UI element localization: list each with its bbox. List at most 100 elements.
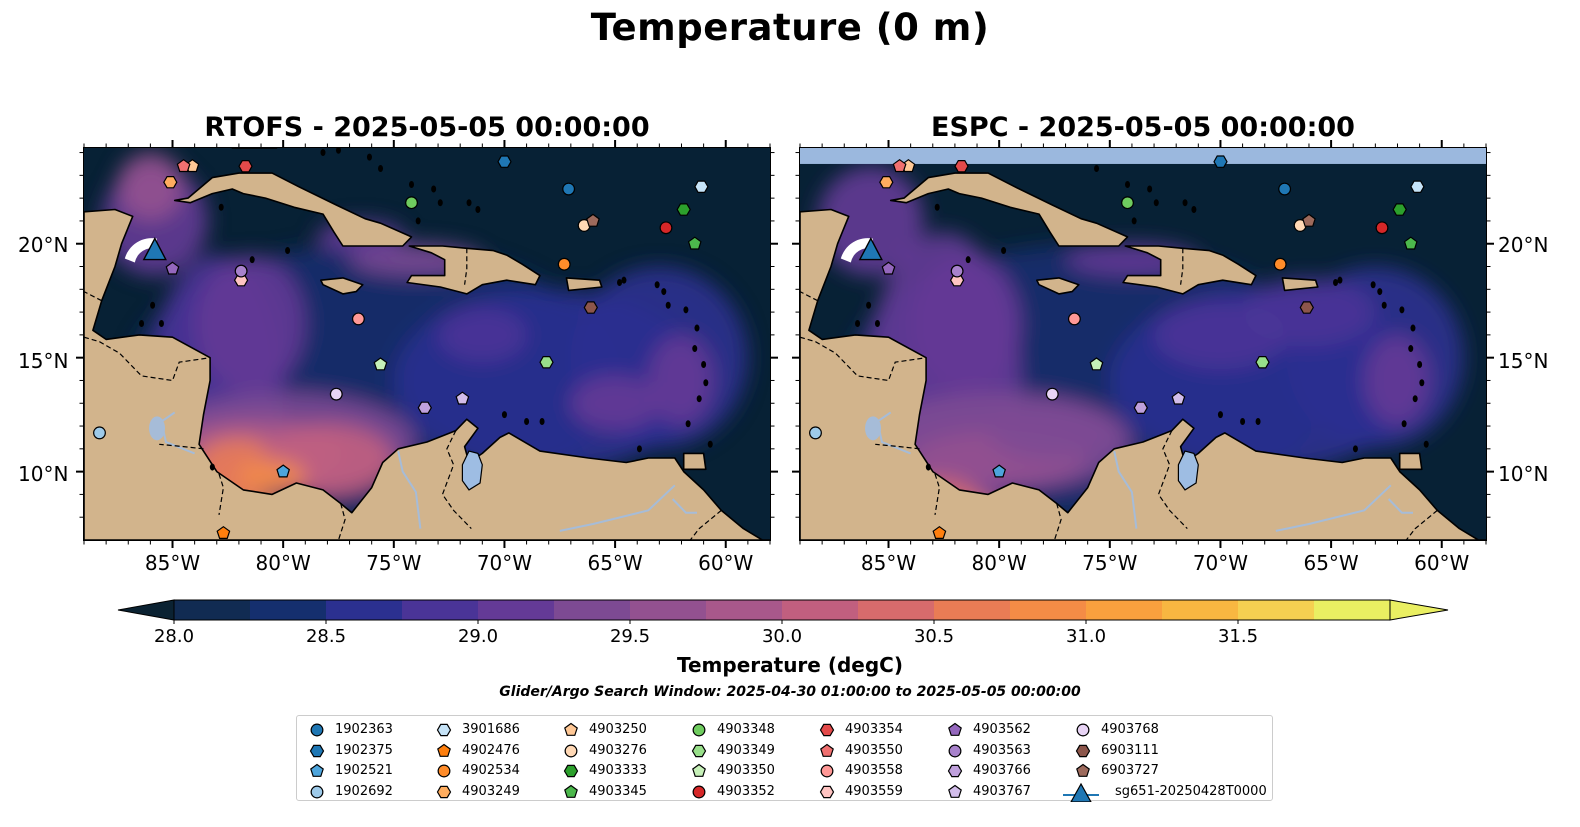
float-marker-4903349 — [1255, 356, 1270, 369]
x-tick-label: 65°W — [1303, 551, 1359, 575]
islet — [1240, 417, 1246, 425]
sst-patch — [438, 307, 527, 363]
legend-entry: 4903249 — [436, 781, 520, 802]
rtofs-map-svg — [84, 148, 770, 540]
glider-marker — [142, 237, 167, 261]
float-marker-4903767 — [1171, 391, 1186, 405]
islet — [1255, 417, 1261, 425]
colorbar-tick-label: 29.5 — [609, 626, 651, 647]
sst-patch — [238, 460, 306, 493]
float-marker-4903562 — [881, 261, 896, 275]
float-marker-4903348 — [405, 196, 418, 210]
colorbar-segment — [630, 600, 707, 620]
islet — [501, 411, 507, 419]
legend-marker-4903352 — [692, 785, 706, 799]
legend-label: 4903276 — [589, 742, 647, 758]
colorbar-segment — [1010, 600, 1087, 620]
float-marker-1902521 — [992, 464, 1007, 478]
legend-marker-4902476 — [437, 743, 451, 757]
legend-label: 4903352 — [717, 783, 775, 799]
sst-patch — [648, 334, 715, 427]
islet — [1125, 180, 1131, 188]
float-marker-4903350 — [373, 357, 388, 371]
islet — [409, 180, 415, 188]
legend-marker-4903558 — [820, 764, 834, 778]
float-marker-4903766 — [1133, 401, 1148, 414]
colorbar-segment — [706, 600, 783, 620]
legend-label: 4903768 — [1101, 722, 1159, 737]
land-yucatan — [84, 208, 770, 540]
land-yucatan — [800, 208, 1486, 540]
colorbar-segment — [858, 600, 935, 620]
legend-entry: 3901686 — [436, 719, 520, 740]
border — [800, 336, 927, 382]
islet — [934, 203, 940, 211]
islet — [636, 445, 642, 453]
islet — [139, 319, 145, 327]
espc-panel-title: ESPC - 2025-05-05 00:00:00 — [931, 112, 1355, 143]
x-tick-label: 85°W — [860, 551, 917, 575]
land-cuba — [173, 172, 413, 247]
float-marker-4903249 — [163, 176, 178, 189]
border — [441, 430, 472, 530]
colorbar-segment — [478, 600, 555, 620]
islet — [378, 165, 384, 173]
legend-marker-1902363 — [310, 723, 324, 737]
colorbar — [117, 599, 1449, 624]
glider-track — [840, 238, 873, 263]
islet — [415, 217, 421, 225]
islet — [1381, 301, 1387, 309]
float-marker-3901686 — [694, 180, 709, 194]
islet — [1412, 395, 1418, 403]
float-marker-4903345 — [687, 236, 702, 250]
colorbar-segment — [1314, 600, 1391, 620]
legend-marker-1902692 — [310, 785, 324, 799]
float-marker-6903727 — [1302, 213, 1316, 227]
colorbar-extend-high — [1389, 599, 1449, 621]
float-marker-6903111 — [583, 301, 598, 314]
sst-patch — [1154, 300, 1287, 370]
border — [1053, 503, 1062, 540]
x-tick-label: 85°W — [144, 551, 201, 575]
sst-patch — [1364, 334, 1431, 427]
legend-entry: 1902375 — [309, 740, 393, 761]
legend-label: 4903767 — [973, 783, 1031, 799]
islet — [539, 417, 545, 425]
float-marker-4903333 — [676, 203, 691, 216]
river — [876, 411, 911, 455]
x-tick-label: 80°W — [255, 551, 311, 575]
legend-entry: 4903563 — [947, 740, 1031, 761]
legend-label: 4903348 — [717, 722, 775, 737]
float-marker-4903558 — [1067, 312, 1081, 326]
float-marker-4903563 — [950, 264, 964, 278]
float-marker-1902363 — [562, 182, 576, 196]
float-marker-1902375 — [497, 155, 512, 168]
islet — [703, 379, 709, 387]
float-marker-1902375 — [1213, 155, 1228, 168]
float-marker-4903350 — [1089, 357, 1104, 371]
islet — [524, 417, 530, 425]
legend-label: 1902521 — [335, 763, 393, 779]
islet — [335, 148, 341, 154]
islet — [431, 185, 437, 193]
x-tick-label: 70°W — [1192, 551, 1249, 575]
sst-patch — [570, 375, 660, 431]
colorbar-extend-low — [117, 599, 175, 621]
islet — [696, 395, 702, 403]
legend-label: 4903550 — [845, 742, 903, 758]
float-marker-4902534 — [557, 257, 571, 271]
colorbar-segment — [402, 600, 479, 620]
islet — [1131, 217, 1137, 225]
islet — [683, 306, 689, 314]
islet — [209, 463, 215, 471]
islet — [437, 199, 443, 207]
float-marker-4902476 — [932, 525, 947, 539]
islet — [1408, 345, 1414, 353]
legend-label: 4903350 — [717, 763, 775, 779]
legend-entry: 4903767 — [947, 781, 1031, 802]
legend-label: 4903345 — [589, 783, 647, 799]
lake-maracaibo — [1177, 450, 1199, 491]
legend-label: 6903727 — [1101, 763, 1159, 779]
islet — [1191, 206, 1197, 214]
